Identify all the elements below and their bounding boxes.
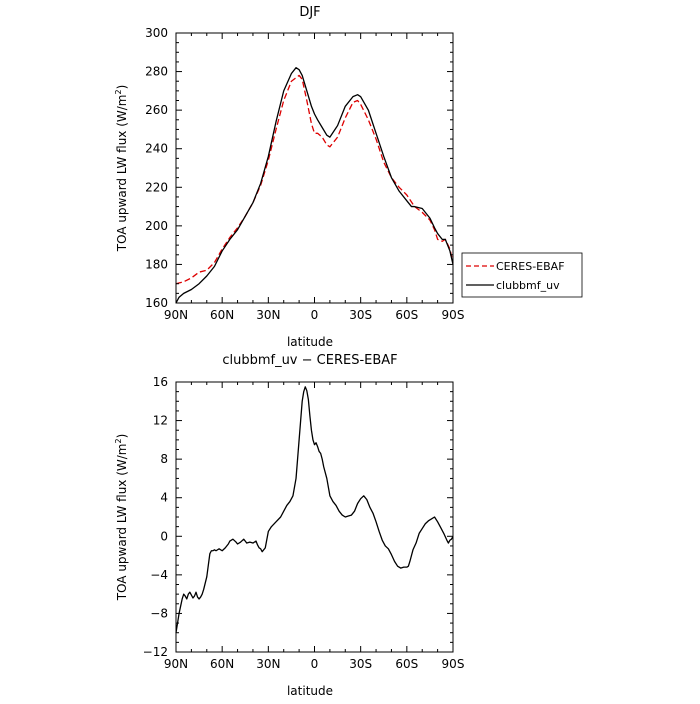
plot-frame (175, 32, 454, 304)
y-tick-label: 4 (160, 491, 168, 505)
x-tick-label: 60S (395, 657, 418, 671)
series-line-difference (175, 386, 454, 633)
y-tick-label: 300 (145, 26, 168, 40)
x-axis-label: latitude (287, 684, 333, 698)
x-tick-label: 60S (395, 308, 418, 322)
y-tick-label: −12 (143, 645, 168, 659)
y-tick-label: 8 (160, 452, 168, 466)
chart-top-djf: DJF latitude TOA upward LW flux (W/m2) C… (114, 5, 583, 349)
x-tick-label: 90S (442, 657, 465, 671)
chart-bottom-difference: clubbmf_uv − CERES-EBAF latitude TOA upw… (114, 353, 464, 698)
x-tick-label: 30N (256, 657, 280, 671)
y-tick-label: 280 (145, 65, 168, 79)
series-line-ceres-ebaf (175, 74, 454, 285)
x-tick-label: 60N (210, 657, 234, 671)
x-tick-label: 30N (256, 308, 280, 322)
y-axis-label: TOA upward LW flux (W/m2) (114, 434, 129, 602)
legend-label-ceres-ebaf: CERES-EBAF (496, 260, 565, 273)
y-tick-label: 16 (153, 375, 168, 389)
y-tick-label: 260 (145, 103, 168, 117)
x-tick-label: 90N (164, 308, 188, 322)
y-tick-label: 220 (145, 180, 168, 194)
x-tick-label: 0 (311, 657, 319, 671)
y-tick-label: −8 (150, 606, 168, 620)
legend: CERES-EBAF clubbmf_uv (461, 252, 583, 298)
y-tick-label: −4 (150, 568, 168, 582)
legend-box (461, 252, 583, 298)
y-tick-label: 240 (145, 142, 168, 156)
x-tick-label: 30S (349, 308, 372, 322)
x-tick-label: 30S (349, 657, 372, 671)
y-tick-label: 180 (145, 257, 168, 271)
y-tick-label: 200 (145, 219, 168, 233)
chart-title: DJF (299, 5, 320, 20)
x-tick-label: 60N (210, 308, 234, 322)
x-tick-label: 90N (164, 657, 188, 671)
x-tick-label: 0 (311, 308, 319, 322)
plot-frame (175, 381, 454, 653)
y-tick-label: 0 (160, 529, 168, 543)
chart-title: clubbmf_uv − CERES-EBAF (222, 353, 397, 368)
y-tick-label: 12 (153, 414, 168, 428)
x-axis-label: latitude (287, 335, 333, 349)
y-tick-label: 160 (145, 296, 168, 310)
x-tick-label: 90S (442, 308, 465, 322)
series-line-clubbmf-uv (175, 67, 454, 304)
y-axis-label: TOA upward LW flux (W/m2) (114, 85, 129, 253)
legend-label-clubbmf-uv: clubbmf_uv (496, 279, 560, 292)
